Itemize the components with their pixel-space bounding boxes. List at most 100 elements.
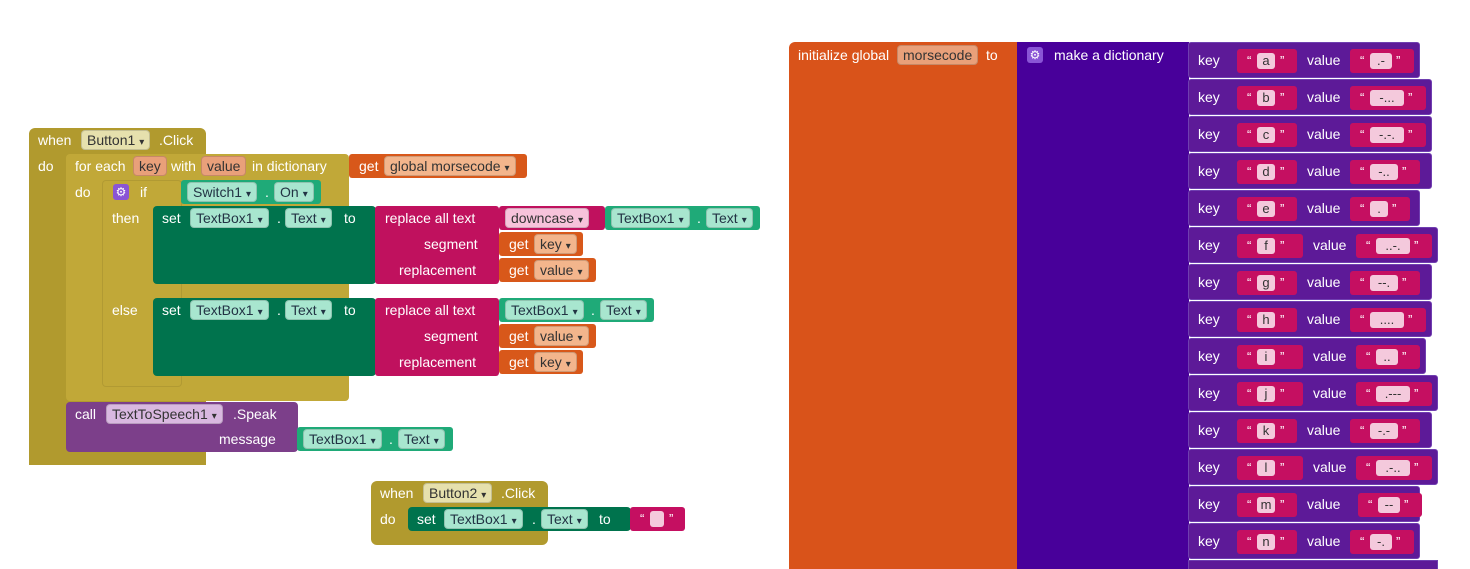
- property-name: Text: [291, 210, 317, 226]
- key-value-field[interactable]: n: [1257, 534, 1275, 550]
- set-property-dropdown[interactable]: Text ▾: [285, 300, 332, 320]
- with-label: with: [171, 158, 196, 174]
- set-property-dropdown[interactable]: Text ▾: [541, 509, 588, 529]
- open-quote-icon: “: [1247, 201, 1252, 216]
- make-dictionary-block[interactable]: [1017, 42, 1189, 569]
- message-property-dropdown[interactable]: Text ▾: [398, 429, 445, 449]
- switch-component-dropdown[interactable]: Switch1 ▾: [187, 182, 258, 202]
- value-label: value: [1307, 126, 1341, 142]
- key-value-field[interactable]: b: [1257, 90, 1275, 106]
- dot-separator: .: [591, 302, 595, 318]
- to-label: to: [344, 210, 356, 226]
- morse-value-field[interactable]: .-: [1370, 53, 1392, 69]
- key-value-field[interactable]: g: [1257, 275, 1275, 291]
- morse-value-field[interactable]: -.-.: [1370, 127, 1404, 143]
- gear-icon[interactable]: ⚙: [113, 184, 129, 200]
- replacement-variable-dropdown[interactable]: value ▾: [534, 260, 589, 280]
- variable-name: value: [540, 262, 574, 278]
- morse-value-field[interactable]: -..: [1370, 164, 1398, 180]
- open-quote-icon: “: [1360, 534, 1365, 549]
- open-quote-icon: “: [1360, 275, 1365, 290]
- string-value-field[interactable]: [650, 511, 664, 527]
- initialize-global-block[interactable]: [789, 42, 1018, 569]
- dropdown-arrow-icon: ▾: [578, 215, 584, 226]
- key-value-field[interactable]: h: [1257, 312, 1275, 328]
- src-property-dropdown[interactable]: Text ▾: [600, 300, 647, 320]
- segment-variable-dropdown[interactable]: value ▾: [534, 326, 589, 346]
- key-value-field[interactable]: a: [1257, 53, 1275, 69]
- key-value-field[interactable]: f: [1257, 238, 1275, 254]
- switch-property-dropdown[interactable]: On ▾: [274, 182, 314, 202]
- close-quote-icon: ”: [669, 511, 674, 526]
- when-label: when: [380, 485, 414, 501]
- downcase-dropdown[interactable]: downcase ▾: [505, 208, 590, 228]
- button2-component-dropdown[interactable]: Button2 ▾: [423, 483, 493, 503]
- button1-component-dropdown[interactable]: Button1 ▾: [81, 130, 151, 150]
- global-variable-name[interactable]: morsecode: [897, 45, 979, 65]
- close-quote-icon: ”: [1414, 460, 1419, 475]
- then-replace-all-block[interactable]: [375, 206, 499, 284]
- open-quote-icon: “: [1247, 423, 1252, 438]
- key-label: key: [1198, 311, 1220, 327]
- make-dictionary-label: make a dictionary: [1054, 47, 1164, 63]
- morse-value-field[interactable]: --: [1378, 497, 1400, 513]
- src-component-dropdown[interactable]: TextBox1 ▾: [505, 300, 584, 320]
- foreach-value-variable[interactable]: value: [201, 156, 247, 176]
- dropdown-arrow-icon: ▾: [511, 516, 517, 527]
- key-value-field[interactable]: m: [1257, 497, 1275, 513]
- key-label: key: [1198, 533, 1220, 549]
- open-quote-icon: “: [1366, 460, 1371, 475]
- morse-value-field[interactable]: .-..: [1376, 460, 1410, 476]
- key-value-field[interactable]: l: [1257, 460, 1275, 476]
- morse-value-field[interactable]: ..-.: [1376, 238, 1410, 254]
- open-quote-icon: “: [1247, 312, 1252, 327]
- variable-name: key: [540, 354, 562, 370]
- morse-value-field[interactable]: ....: [1370, 312, 1404, 328]
- open-quote-icon: “: [1247, 460, 1252, 475]
- dropdown-arrow-icon: ▾: [211, 411, 217, 422]
- close-quote-icon: ”: [1280, 127, 1285, 142]
- morse-value-field[interactable]: -...: [1370, 90, 1404, 106]
- key-value-field[interactable]: k: [1257, 423, 1275, 439]
- set-component-dropdown[interactable]: TextBox1 ▾: [190, 208, 269, 228]
- set-property-dropdown[interactable]: Text ▾: [285, 208, 332, 228]
- value-label: value: [1307, 533, 1341, 549]
- key-value-field[interactable]: j: [1257, 386, 1275, 402]
- key-label: key: [1198, 52, 1220, 68]
- morse-value-field[interactable]: ..: [1376, 349, 1398, 365]
- dropdown-arrow-icon: ▾: [572, 307, 578, 318]
- close-quote-icon: ”: [1414, 238, 1419, 253]
- key-label: key: [1198, 237, 1220, 253]
- dictionary-pair-partial[interactable]: [1188, 560, 1438, 569]
- morse-value-field[interactable]: -.-: [1370, 423, 1398, 439]
- event-bottom-bar: [29, 455, 206, 465]
- key-value-field[interactable]: e: [1257, 201, 1275, 217]
- foreach-key-variable[interactable]: key: [133, 156, 167, 176]
- morse-value-field[interactable]: .---: [1376, 386, 1410, 402]
- key-value-field[interactable]: c: [1257, 127, 1275, 143]
- property-name: On: [280, 184, 299, 200]
- dropdown-arrow-icon: ▾: [481, 490, 487, 501]
- open-quote-icon: “: [1247, 534, 1252, 549]
- key-value-field[interactable]: d: [1257, 164, 1275, 180]
- component-name: TextBox1: [617, 210, 675, 226]
- value-label: value: [1313, 459, 1347, 475]
- morse-value-field[interactable]: -.: [1370, 534, 1392, 550]
- speech-component-dropdown[interactable]: TextToSpeech1 ▾: [106, 404, 223, 424]
- morse-value-field[interactable]: --.: [1370, 275, 1398, 291]
- open-quote-icon: “: [1247, 349, 1252, 364]
- src-property-dropdown[interactable]: Text ▾: [706, 208, 753, 228]
- morse-value-field[interactable]: .: [1370, 201, 1388, 217]
- gear-icon[interactable]: ⚙: [1027, 47, 1043, 63]
- src-component-dropdown[interactable]: TextBox1 ▾: [611, 208, 690, 228]
- segment-variable-dropdown[interactable]: key ▾: [534, 234, 577, 254]
- component-name: Button2: [429, 485, 478, 501]
- else-replace-all-block[interactable]: [375, 298, 499, 376]
- key-value-field[interactable]: i: [1257, 349, 1275, 365]
- set-component-dropdown[interactable]: TextBox1 ▾: [190, 300, 269, 320]
- message-component-dropdown[interactable]: TextBox1 ▾: [303, 429, 382, 449]
- dict-variable-dropdown[interactable]: global morsecode ▾: [384, 156, 516, 176]
- close-quote-icon: ”: [1408, 90, 1413, 105]
- replacement-variable-dropdown[interactable]: key ▾: [534, 352, 577, 372]
- set-component-dropdown[interactable]: TextBox1 ▾: [444, 509, 523, 529]
